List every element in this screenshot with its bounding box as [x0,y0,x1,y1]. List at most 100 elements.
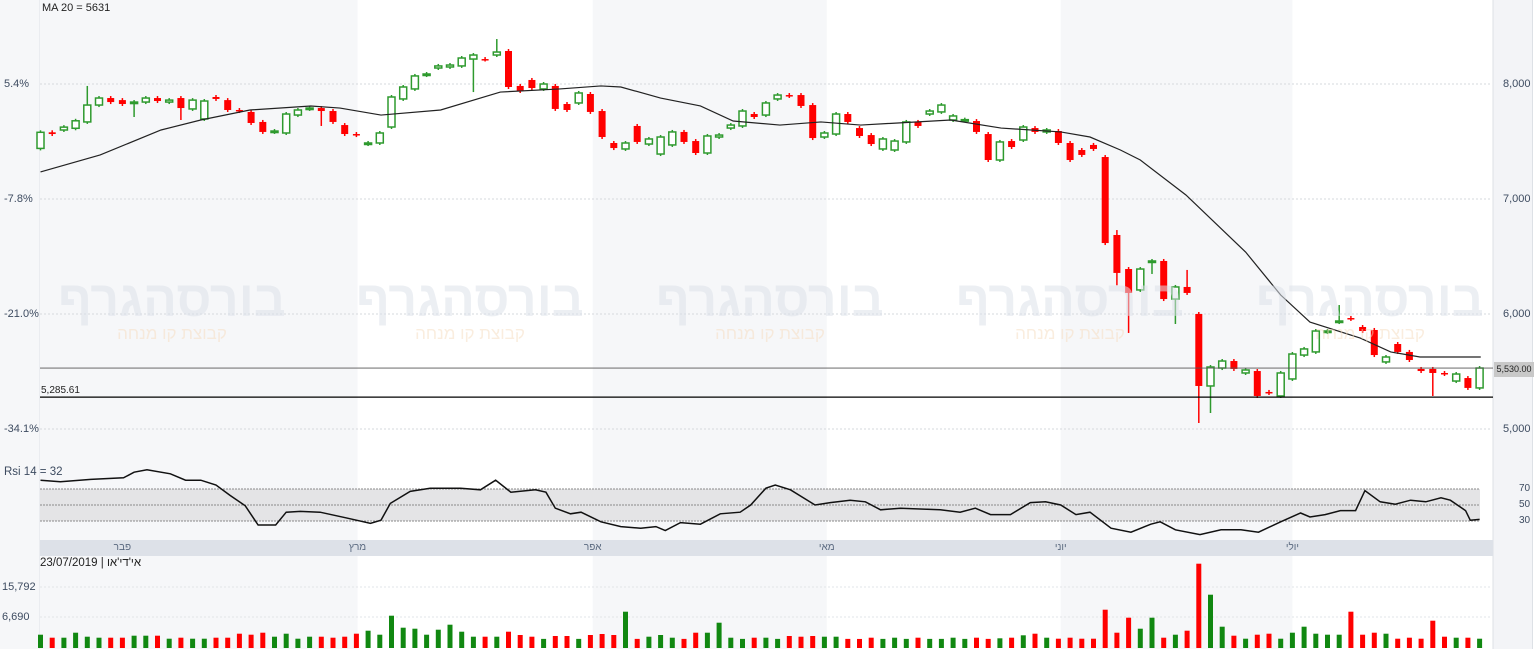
volume-bar [1020,635,1026,648]
month-band [592,0,827,540]
candle-down [551,85,559,109]
volume-bar [1348,611,1354,648]
volume-bar [424,634,430,648]
candle-down [259,121,267,132]
candle-up [445,64,455,68]
volume-bar [389,615,394,648]
support-level-label: 5,285.61 [41,385,80,396]
candle-up [1299,348,1309,356]
candle-down [1429,368,1437,373]
candle-down [1160,260,1168,300]
candle-down [633,125,641,142]
volume-bar [1102,609,1108,648]
candle-down [212,96,220,99]
candle-down [352,134,360,136]
candle-up [761,102,771,116]
candle-down [317,108,325,112]
volume-bar [131,635,137,648]
volume-bar [1430,620,1436,648]
volume-bar [353,633,359,648]
volume-bar [1336,634,1342,648]
candle-up [83,104,92,123]
candle-up [305,107,314,111]
candle-up [94,97,104,106]
left-axis-tick: -7.8% [4,193,33,205]
volume-bar [1114,632,1120,648]
candle-down [177,98,185,109]
candle-up [1323,330,1332,334]
month-label: פבר [113,542,132,553]
volume-bar [283,633,289,648]
volume-bar [915,637,921,648]
volume-bar [1289,632,1295,648]
volume-bar [798,636,804,648]
volume-bar [857,638,862,648]
volume-bar [494,636,500,648]
candle-down [528,79,536,89]
volume-bar [903,638,909,648]
candle-down [1347,318,1355,320]
candle-down [1054,131,1062,143]
candle-up [293,109,303,116]
candle-up [656,136,665,155]
volume-bar [295,638,301,648]
candle-down [1008,141,1016,148]
volume-bar [974,637,979,648]
volume-bar [1044,637,1050,648]
candle-up [281,113,291,134]
volume-bar [728,637,734,648]
candle-up [1019,126,1028,141]
candle-down [1066,142,1074,161]
candle-up [902,121,911,143]
volume-bar [108,637,114,648]
month-label: מרץ [348,542,367,553]
candle-down [680,131,688,142]
volume-bar [248,634,254,648]
volume-bar [1091,638,1096,648]
candle-up [434,65,443,69]
volume-bar [950,637,956,648]
volume-bar [751,637,757,648]
volume-bar [517,634,523,648]
candle-up [398,86,408,100]
candle-up [1136,268,1145,291]
volume-bar [529,636,535,648]
volume-bar [96,637,102,648]
volume-bar [1383,633,1389,648]
candle-up [71,120,80,130]
candle-down [1441,372,1448,375]
candle-up [129,101,139,105]
right-axis-tick: 5,000 [1503,423,1531,435]
volume-bar [1418,638,1424,648]
left-axis-panel [0,0,40,649]
candle-down [598,111,606,138]
candle-down [505,50,512,87]
candle-down [118,100,126,105]
candle-down [586,94,594,112]
volume-bar [1055,638,1061,648]
volume-bar [1406,637,1412,648]
watermark-logo: בורסהגרף קבוצת קו מנחה [656,271,884,343]
volume-bar [1184,630,1190,648]
volume-bar [669,637,675,648]
candle-up [200,100,209,120]
volume-bar [658,634,664,648]
candle-up [738,110,747,127]
volume-bar [119,637,125,648]
volume-bar [775,638,781,648]
candle-down [1464,378,1472,388]
volume-bar [833,636,839,648]
candle-up [1334,320,1344,324]
candle-down [867,135,875,145]
volume-bar [1126,617,1132,648]
volume-bar [821,636,827,648]
candle-down [610,142,618,149]
candle-up [141,97,151,103]
candle-up [1276,372,1285,397]
volume-bar [623,611,628,648]
candle-down [1359,326,1367,332]
candle-down [973,121,980,132]
candle-up [36,131,45,150]
volume-bar [1453,637,1459,648]
